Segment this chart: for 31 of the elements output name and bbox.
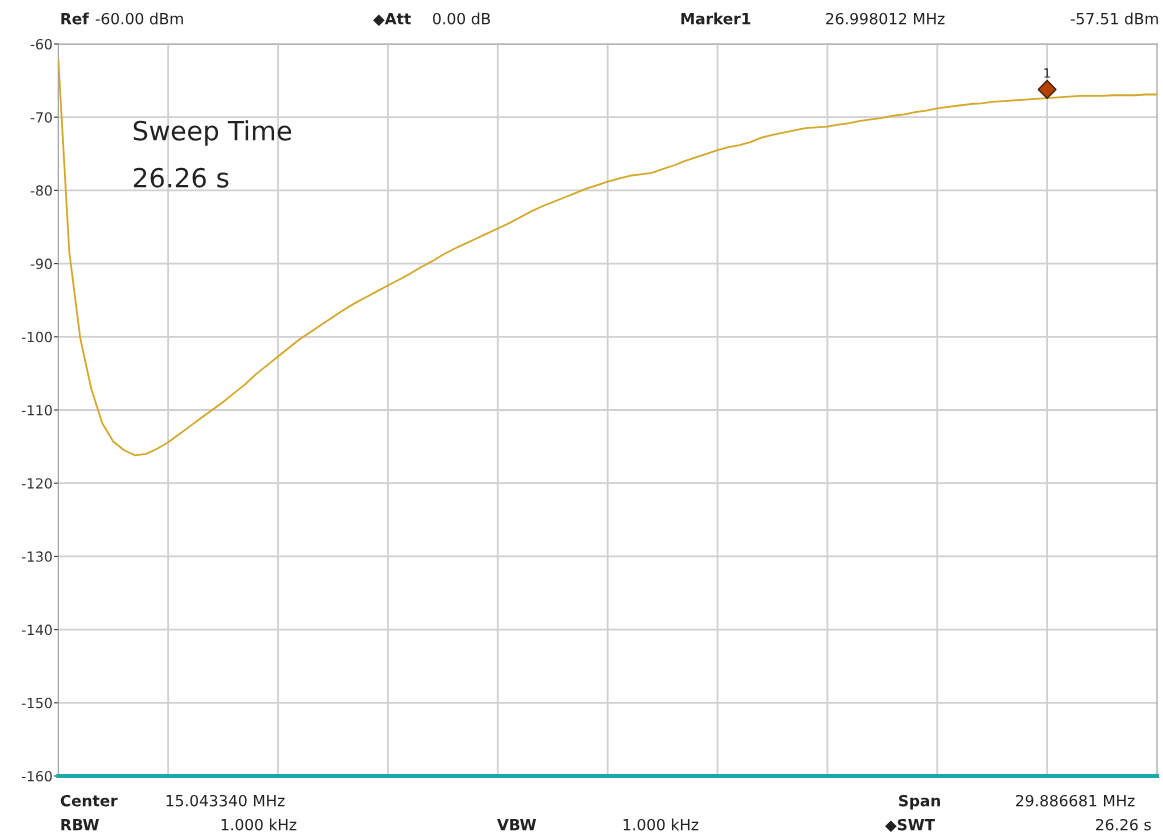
- y-tick-label: -150: [21, 697, 52, 709]
- text: Span: [899, 794, 940, 810]
- text: ◆SWT: [885, 818, 935, 833]
- text: 1.000 kHz: [221, 818, 297, 831]
- annotation: 1: [1044, 68, 1050, 78]
- text: Ref: [61, 12, 89, 25]
- text: VBW: [497, 819, 536, 831]
- y-tick-label: -70: [30, 112, 52, 123]
- text: RBW: [61, 819, 99, 831]
- y-tick-label: -140: [21, 624, 52, 636]
- text: 26.26 s: [1096, 818, 1151, 831]
- text: 15.043340 MHz: [166, 794, 285, 807]
- text: 26.998012 MHz: [826, 12, 945, 25]
- text: 0.00 dB: [433, 12, 490, 25]
- text: Marker1: [681, 12, 751, 25]
- y-tick-label: -80: [30, 185, 52, 196]
- text: -60.00 dBm: [95, 12, 183, 25]
- text: 29.886681 MHz: [1016, 794, 1135, 807]
- annotation: Sweep Time: [133, 120, 292, 146]
- text: -57.51 dBm: [1070, 12, 1158, 25]
- y-tick-label: -110: [21, 404, 52, 416]
- text: 1.000 kHz: [623, 818, 699, 831]
- y-tick-label: -120: [21, 478, 52, 489]
- text: ◆Att: [373, 13, 411, 27]
- y-tick-label: -100: [21, 331, 52, 343]
- y-tick-label: -90: [30, 258, 52, 270]
- y-tick-label: -60: [30, 38, 52, 50]
- y-tick-label: -160: [21, 770, 52, 782]
- annotation: 26.26 s: [133, 167, 229, 188]
- y-tick-label: -130: [21, 551, 52, 562]
- text: Center: [60, 794, 118, 807]
